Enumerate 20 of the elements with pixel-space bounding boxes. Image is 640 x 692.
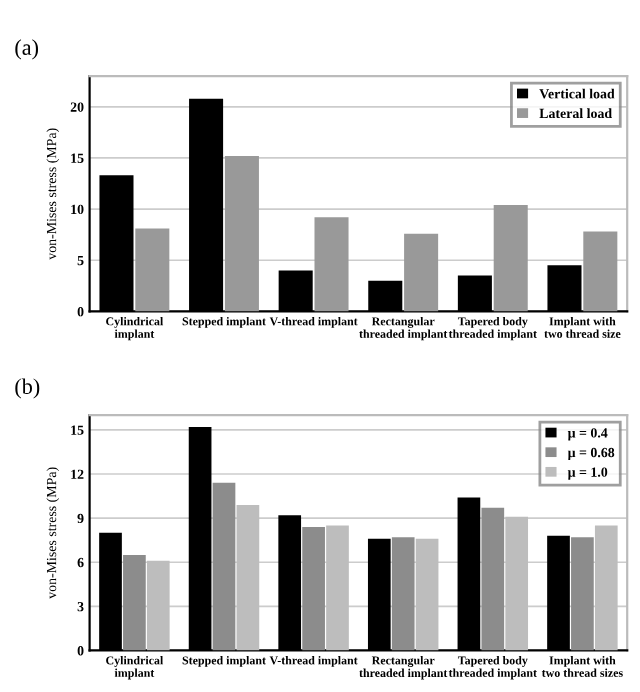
bar [326,525,349,651]
bar [505,516,529,651]
bar [146,560,170,651]
chart-title: (a) [15,39,39,60]
bar [391,537,415,651]
bar [415,538,439,651]
bar [123,554,146,651]
bar [571,537,594,651]
bar [404,233,439,312]
bar [493,205,528,312]
bar [236,504,260,651]
bar [583,231,618,312]
bar [314,217,349,312]
bar [224,155,259,312]
chart-title: (b) [15,378,40,399]
bar [135,228,170,312]
bar [302,526,325,651]
bar [594,525,618,651]
bar [212,482,236,651]
bar [481,507,505,651]
